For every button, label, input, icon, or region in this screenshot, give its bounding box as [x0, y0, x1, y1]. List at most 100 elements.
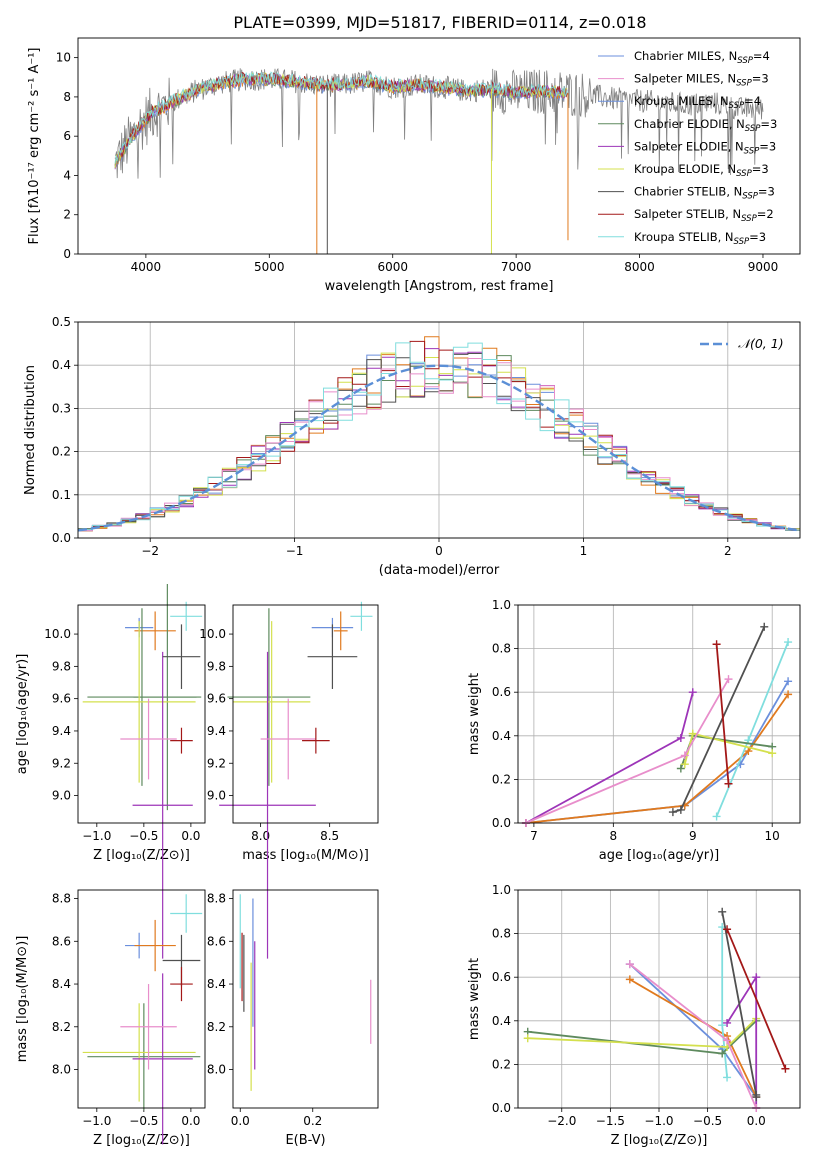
age-mass-panel: 8.0 8.5 9.0 9.2 9.4 9.6 9.8 10.0 mass [log₁₀(M/M…	[199, 601, 379, 959]
mass-Z-panel: −1.0 −0.5 0.0 8.0 8.2 8.4 8.6 8.8 Z [log₁₀(Z/Z⊙)…	[15, 889, 206, 1148]
weight-marker	[752, 1093, 761, 1102]
gaussian-curve	[77, 364, 801, 532]
x-axis-label: mass [log₁₀(M/M⊙)]	[242, 848, 369, 863]
axes-frame	[232, 604, 379, 824]
legend-text: Kroupa ELODIE, NSSP=3	[634, 162, 769, 179]
weight-marker	[784, 638, 793, 647]
y-tick-label: 9.6	[207, 692, 226, 706]
weight-series-line	[715, 644, 730, 784]
axes-frame	[77, 321, 801, 539]
weight-marker	[723, 1036, 732, 1045]
y-tick-label: 0.2	[492, 1057, 511, 1071]
x-tick-label: −0.5	[129, 829, 158, 843]
x-tick-label: −2	[141, 544, 159, 558]
axes-frame	[77, 889, 206, 1109]
weight-marker	[781, 1064, 790, 1073]
y-tick-label: 9.4	[52, 724, 71, 738]
weight-marker	[784, 690, 793, 699]
weight-marker	[718, 1021, 727, 1030]
spectrum-data-line	[114, 67, 764, 179]
axes-frame	[232, 889, 379, 1109]
y-tick-label: 1.0	[492, 883, 511, 897]
x-tick-label: 5000	[254, 260, 285, 274]
y-tick-label: 0.1	[52, 488, 71, 502]
y-tick-label: 9.0	[207, 789, 226, 803]
x-tick-label: −1.0	[82, 1114, 111, 1128]
weight-series-line	[525, 693, 789, 824]
weight-marker	[625, 975, 634, 984]
y-tick-label: 9.2	[207, 756, 226, 770]
mass-EBV-panel: 0.0 0.2 8.0 8.2 8.4 8.6 8.8 E(B-V)	[207, 889, 379, 1148]
y-axis-label: mass weight	[467, 673, 482, 755]
x-tick-label: 0.0	[181, 1114, 200, 1128]
y-tick-label: 2	[63, 208, 71, 222]
y-tick-label: 0.4	[52, 358, 71, 372]
spectrum-panel: 4000 5000 6000 7000 8000 9000 0 2 4 6 8 10 wavelengt…	[27, 37, 801, 294]
weight-marker	[718, 907, 727, 916]
y-tick-label: 0.6	[492, 970, 511, 984]
weight-marker	[688, 729, 697, 738]
x-tick-label: 9	[689, 829, 697, 843]
weight-marker	[752, 973, 761, 982]
x-tick-label: 2	[724, 544, 732, 558]
axes-frame	[517, 889, 801, 1109]
x-tick-label: −1.0	[82, 829, 111, 843]
y-tick-label: 10	[56, 51, 71, 65]
y-tick-label: 9.4	[207, 724, 226, 738]
y-tick-label: 10.0	[199, 627, 226, 641]
y-tick-label: 0.3	[52, 401, 71, 415]
x-tick-label: 0	[435, 544, 443, 558]
x-tick-label: 0.0	[747, 1114, 766, 1128]
weight-marker	[712, 640, 721, 649]
axes-frame	[517, 604, 801, 824]
y-tick-label: 8	[63, 90, 71, 104]
histogram-series	[78, 342, 800, 531]
chart-group: 4000 5000 6000 7000 8000 90000246810wavelengt…	[15, 37, 801, 1148]
legend-text: Salpeter ELODIE, NSSP=3	[634, 139, 776, 156]
axes-frame	[77, 37, 801, 255]
x-tick-label: 0.2	[303, 1114, 322, 1128]
weight-marker	[676, 733, 685, 742]
legend-text: Chabrier MILES, NSSP=4	[634, 49, 770, 66]
y-tick-label: 1.0	[492, 598, 511, 612]
weight-age-panel: 7 8 9 10 0.0 0.2 0.4 0.6 0.8 1.0 age [log₁₀(age/yr…	[467, 598, 801, 863]
y-axis-label: mass [log₁₀(M/M⊙)]	[15, 936, 30, 1063]
y-tick-label: 0.8	[492, 642, 511, 656]
axes-frame	[77, 604, 206, 824]
weight-marker	[744, 747, 753, 756]
x-axis-label: age [log₁₀(age/yr)]	[599, 848, 720, 863]
weight-series-line	[672, 626, 766, 813]
y-tick-label: 8.0	[52, 1063, 71, 1077]
y-tick-label: 4	[63, 168, 71, 182]
y-tick-label: 9.0	[52, 789, 71, 803]
weight-series-line	[629, 963, 757, 1098]
y-tick-label: 9.8	[207, 659, 226, 673]
y-tick-label: 0.5	[52, 315, 71, 329]
x-tick-label: 6000	[377, 260, 408, 274]
y-tick-label: 0.4	[492, 729, 511, 743]
weight-marker	[676, 764, 685, 773]
weight-marker	[723, 1018, 732, 1027]
y-tick-label: 0.0	[492, 1101, 511, 1115]
weight-marker	[680, 751, 689, 760]
y-tick-label: 8.8	[52, 892, 71, 906]
weight-series-line	[715, 641, 789, 817]
y-tick-label: 0.0	[52, 531, 71, 545]
y-tick-label: 8.2	[52, 1020, 71, 1034]
x-tick-label: −2.0	[547, 1114, 576, 1128]
y-axis-label: age [log₁₀(age/yr)]	[15, 654, 30, 775]
x-tick-label: 7000	[501, 260, 532, 274]
y-axis-label: Normed distribution	[23, 365, 38, 495]
x-tick-label: 1	[580, 544, 588, 558]
y-tick-label: 8.8	[207, 892, 226, 906]
y-tick-label: 0.6	[492, 685, 511, 699]
age-Z-panel: −1.0 −0.5 0.0 9.0 9.2 9.4 9.6 9.8 10.0 Z [log₁₀(Z…	[15, 584, 206, 959]
legend-text: 𝒩(0, 1)	[738, 336, 784, 351]
x-tick-label: 7	[530, 829, 538, 843]
weight-series-line	[726, 928, 787, 1070]
x-tick-label: −1.5	[596, 1114, 625, 1128]
x-tick-label: 8	[610, 829, 618, 843]
x-tick-label: −1.0	[644, 1114, 673, 1128]
x-tick-label: −1	[286, 544, 304, 558]
y-tick-label: 9.2	[52, 756, 71, 770]
